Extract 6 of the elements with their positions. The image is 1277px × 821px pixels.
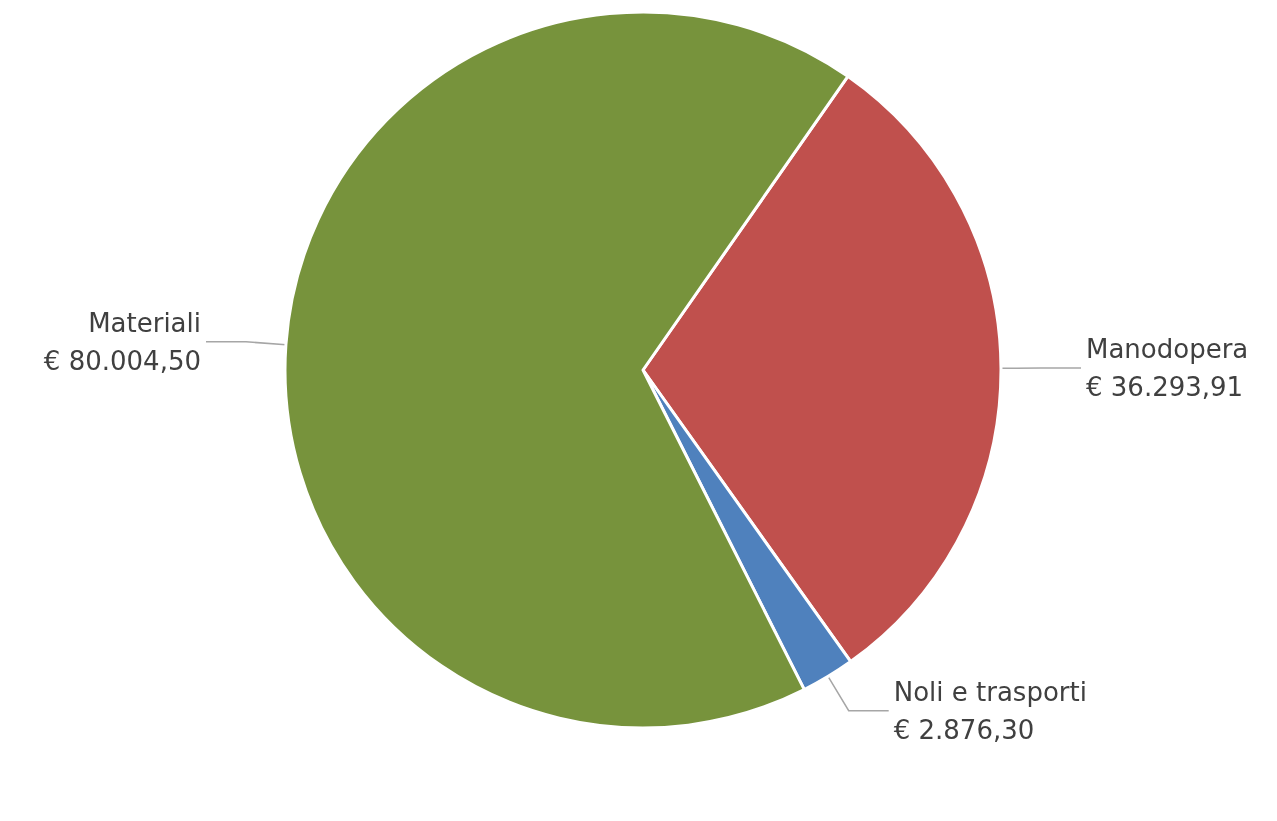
slice-label: Materiali <box>88 307 201 338</box>
data-label: € 36.293,91 <box>1086 372 1244 403</box>
data-label: € 2.876,30 <box>893 714 1035 745</box>
slice-label: Noli e trasporti <box>893 676 1087 707</box>
slice-label: Manodopera <box>1086 334 1249 365</box>
data-label: € 80.004,50 <box>43 345 201 376</box>
